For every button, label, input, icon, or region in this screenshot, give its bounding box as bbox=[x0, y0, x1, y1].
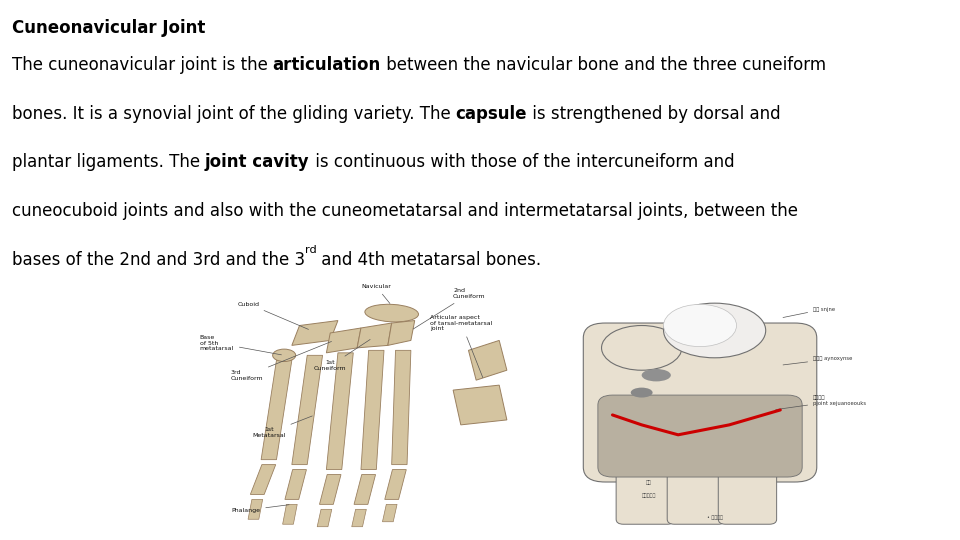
FancyBboxPatch shape bbox=[584, 323, 817, 482]
Polygon shape bbox=[453, 385, 507, 425]
Text: The cuneonavicular joint is the: The cuneonavicular joint is the bbox=[12, 56, 273, 74]
Polygon shape bbox=[285, 470, 306, 500]
Polygon shape bbox=[292, 355, 323, 464]
FancyBboxPatch shape bbox=[667, 460, 726, 524]
Polygon shape bbox=[357, 323, 392, 348]
FancyBboxPatch shape bbox=[718, 460, 777, 524]
Text: rd: rd bbox=[304, 245, 317, 255]
Ellipse shape bbox=[663, 303, 766, 358]
Text: between the navicular bone and the three cuneiform: between the navicular bone and the three… bbox=[381, 56, 826, 74]
Polygon shape bbox=[361, 350, 384, 470]
Text: bases of the 2nd and 3rd and the 3: bases of the 2nd and 3rd and the 3 bbox=[12, 251, 304, 268]
Ellipse shape bbox=[273, 349, 296, 362]
Polygon shape bbox=[326, 328, 361, 353]
Polygon shape bbox=[392, 350, 411, 464]
Text: articulation: articulation bbox=[273, 56, 381, 74]
Text: bones. It is a synovial joint of the gliding variety. The: bones. It is a synovial joint of the gli… bbox=[12, 105, 455, 123]
Ellipse shape bbox=[663, 305, 736, 347]
Text: cuneocuboid joints and also with the cuneometatarsal and intermetatarsal joints,: cuneocuboid joints and also with the cun… bbox=[12, 202, 798, 220]
Polygon shape bbox=[351, 509, 367, 526]
Polygon shape bbox=[320, 475, 341, 504]
Text: 骨骨骨 aynoxynse: 骨骨骨 aynoxynse bbox=[783, 356, 852, 365]
Ellipse shape bbox=[602, 326, 682, 370]
Polygon shape bbox=[354, 475, 375, 504]
Text: • 骨骨骨骨: • 骨骨骨骨 bbox=[707, 515, 723, 520]
FancyBboxPatch shape bbox=[616, 460, 675, 524]
Text: 3rd
Cuneiform: 3rd Cuneiform bbox=[230, 341, 331, 381]
FancyBboxPatch shape bbox=[598, 395, 803, 477]
Ellipse shape bbox=[641, 369, 671, 381]
Ellipse shape bbox=[365, 305, 419, 322]
Polygon shape bbox=[292, 321, 338, 346]
Polygon shape bbox=[468, 340, 507, 380]
Text: Navicular: Navicular bbox=[361, 284, 392, 303]
Text: Phalange: Phalange bbox=[231, 505, 289, 513]
Text: Cuneonavicular Joint: Cuneonavicular Joint bbox=[12, 19, 204, 37]
Text: is strengthened by dorsal and: is strengthened by dorsal and bbox=[527, 105, 780, 123]
Text: 骨骨骨骨
pjoint xejuanoeouks: 骨骨骨骨 pjoint xejuanoeouks bbox=[776, 395, 866, 409]
Polygon shape bbox=[388, 321, 415, 346]
Text: 2nd
Cuneiform: 2nd Cuneiform bbox=[413, 288, 486, 329]
Text: Base
of 5th
metatarsal: Base of 5th metatarsal bbox=[200, 335, 281, 355]
Text: 1st
Metatarsal: 1st Metatarsal bbox=[252, 416, 312, 438]
Ellipse shape bbox=[631, 388, 653, 397]
Text: Articular aspect
of tarsal-metatarsal
joint: Articular aspect of tarsal-metatarsal jo… bbox=[430, 315, 492, 377]
Polygon shape bbox=[251, 464, 276, 495]
Polygon shape bbox=[326, 353, 353, 470]
Text: 1st
Cuneiform: 1st Cuneiform bbox=[314, 340, 371, 371]
Text: joint cavity: joint cavity bbox=[204, 153, 309, 171]
Text: 骨骨骨骨骨: 骨骨骨骨骨 bbox=[642, 493, 656, 498]
Polygon shape bbox=[282, 504, 298, 524]
Text: is continuous with those of the intercuneiform and: is continuous with those of the intercun… bbox=[309, 153, 734, 171]
Polygon shape bbox=[317, 509, 332, 526]
Polygon shape bbox=[382, 504, 397, 522]
Polygon shape bbox=[261, 360, 292, 460]
Text: and 4th metatarsal bones.: and 4th metatarsal bones. bbox=[317, 251, 541, 268]
Text: 骨骨: 骨骨 bbox=[646, 481, 652, 485]
Polygon shape bbox=[248, 500, 263, 519]
Text: 骨骨 snjne: 骨骨 snjne bbox=[783, 307, 835, 318]
Text: plantar ligaments. The: plantar ligaments. The bbox=[12, 153, 204, 171]
Text: Cuboid: Cuboid bbox=[238, 302, 308, 329]
Polygon shape bbox=[385, 470, 406, 500]
Text: capsule: capsule bbox=[455, 105, 527, 123]
